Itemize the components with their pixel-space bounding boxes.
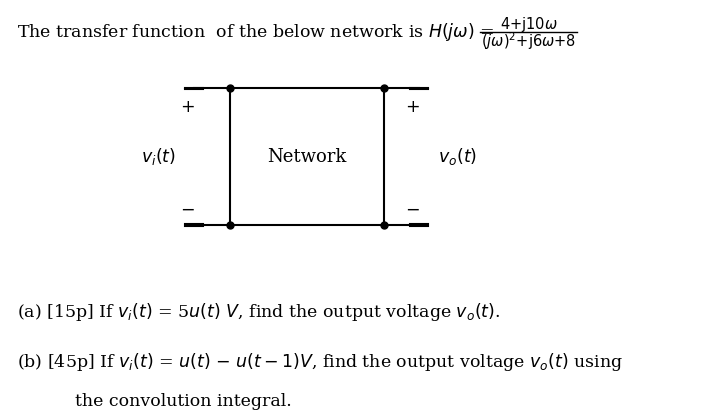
Text: $v_i(t)$: $v_i(t)$ <box>141 146 176 167</box>
Text: The transfer function  of the below network is $H(j\omega)$ =: The transfer function of the below netwo… <box>17 20 495 43</box>
Text: 4+j10$\omega$: 4+j10$\omega$ <box>500 15 558 34</box>
Text: −: − <box>406 200 420 219</box>
Text: Network: Network <box>267 148 347 166</box>
Text: +: + <box>180 98 195 116</box>
Text: the convolution integral.: the convolution integral. <box>76 393 292 409</box>
Text: +: + <box>406 98 420 116</box>
Text: −: − <box>180 200 195 219</box>
Text: (a) [15p] If $v_i(t)$ = 5$u(t)$ $V$, find the output voltage $\boldsymbol{v_o}(t: (a) [15p] If $v_i(t)$ = 5$u(t)$ $V$, fin… <box>17 301 501 323</box>
Bar <box>230 88 384 225</box>
Text: (b) [45p] If $v_i(t)$ = $u(t)$ $-$ $u(t-1)$$V$, find the output voltage $\boldsy: (b) [45p] If $v_i(t)$ = $u(t)$ $-$ $u(t-… <box>17 351 624 373</box>
Text: $v_o(t)$: $v_o(t)$ <box>438 146 478 167</box>
Text: $(j\omega)^2$+j6$\omega$+8: $(j\omega)^2$+j6$\omega$+8 <box>481 30 576 52</box>
